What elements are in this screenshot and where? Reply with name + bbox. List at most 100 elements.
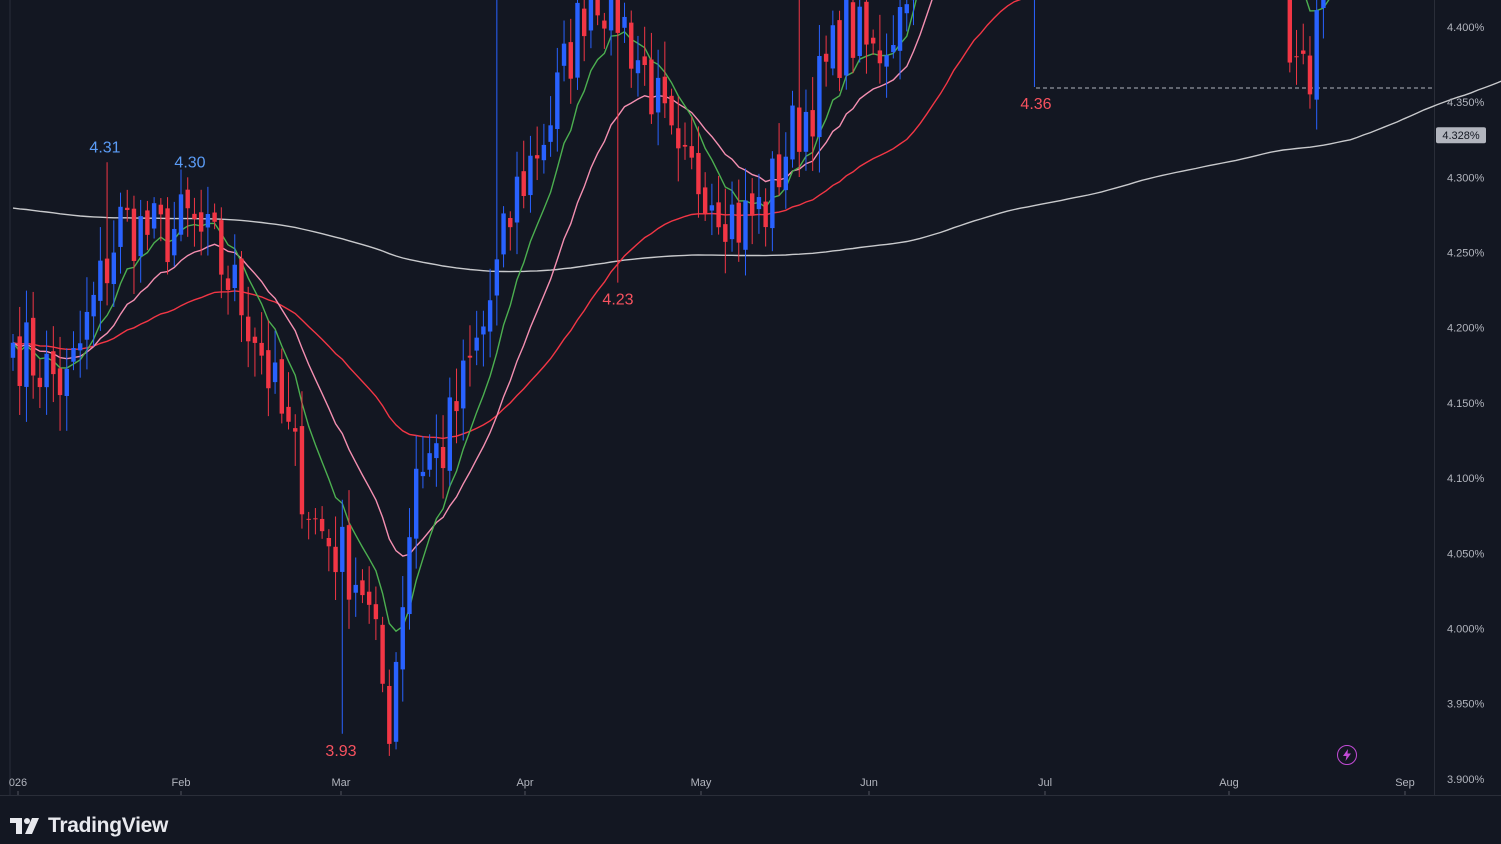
candle-body [1321, 0, 1326, 8]
grid [0, 0, 1501, 796]
y-tick-label: 4.150% [1447, 398, 1485, 410]
candle-body [763, 201, 768, 228]
candle-body [521, 171, 526, 197]
candle-body [844, 0, 849, 76]
candle-body [434, 443, 439, 459]
candle-body [494, 259, 500, 296]
candle-body [1294, 56, 1299, 58]
candle-body [481, 326, 486, 335]
candle-body [1301, 50, 1306, 54]
candle-body [669, 95, 674, 126]
candle-body [622, 16, 627, 28]
price-badges: US10Y4.736%4.695%4.669%4.582%4.328% [1436, 127, 1486, 144]
candle-body [568, 42, 573, 79]
candles [10, 0, 1326, 756]
candle-body [528, 155, 533, 196]
x-axis[interactable]: 026 Feb Mar Apr May Jun Jul Aug Sep [9, 777, 1415, 795]
candle-body [151, 203, 157, 229]
ma-60-line [12, 0, 1022, 440]
y-tick-label: 4.250% [1447, 248, 1485, 260]
candle-body [64, 368, 69, 396]
candle-body [138, 216, 143, 257]
candle-body [642, 56, 647, 66]
candle-body [508, 218, 513, 228]
candle-body [790, 105, 795, 160]
candle-body [534, 155, 540, 159]
candle-body [870, 37, 876, 44]
candle-body [655, 77, 661, 113]
candle-body [797, 107, 802, 152]
tradingview-logo-icon [10, 818, 39, 834]
candle-body [548, 125, 553, 142]
y-tick-label: 4.200% [1447, 323, 1485, 335]
candle-body [333, 546, 338, 573]
candle-body [319, 518, 325, 532]
candle-body [776, 154, 782, 188]
tradingview-logo[interactable]: TradingView [10, 812, 168, 840]
y-axis[interactable]: 3.850%3.900%3.950%4.000%4.050%4.100%4.15… [1447, 0, 1485, 844]
candle-body [165, 208, 170, 263]
candle-body [125, 207, 130, 211]
candle-body [400, 607, 405, 670]
candle-body [447, 397, 452, 471]
candle-body [37, 377, 43, 388]
candle-body [118, 206, 123, 247]
annotation-label: 4.36 [1020, 96, 1051, 113]
candle-body [272, 362, 278, 383]
x-tick-label: Feb [172, 777, 191, 789]
candle-body [635, 60, 641, 74]
ma-200-line [12, 80, 1501, 273]
candle-body [575, 2, 580, 78]
candle-body [192, 213, 197, 220]
annotation-label: 4.31 [89, 139, 120, 156]
candle-body [877, 50, 883, 64]
candle-body [98, 260, 103, 301]
x-tick-label: Jul [1038, 777, 1052, 789]
x-tick-label: May [691, 777, 712, 789]
candle-body [178, 194, 184, 235]
candle-body [293, 428, 298, 432]
candle-body [306, 518, 311, 520]
candle-body [91, 294, 96, 317]
candle-body [729, 204, 735, 240]
candle-body [750, 193, 755, 216]
ma-value-badge-bg [1436, 127, 1486, 144]
candle-body [1287, 0, 1292, 63]
candle-body [17, 336, 22, 386]
candle-body [353, 584, 358, 593]
candle-body [172, 228, 177, 256]
candle-body [30, 317, 36, 376]
candle-body [340, 526, 345, 572]
y-tick-label: 4.300% [1447, 172, 1485, 184]
candle-body [501, 213, 506, 255]
annotation-label: 3.93 [325, 743, 356, 760]
candle-body [649, 59, 654, 115]
candle-body [830, 25, 836, 69]
x-tick-label: Jun [860, 777, 878, 789]
candle-body [212, 212, 217, 222]
y-tick-label: 4.350% [1447, 97, 1485, 109]
candle-body [857, 6, 862, 56]
candle-body [756, 197, 762, 210]
candle-body [716, 202, 721, 228]
candle-body [219, 220, 224, 275]
y-tick-label: 3.900% [1447, 774, 1485, 786]
candle-body [266, 350, 271, 389]
candle-body [420, 471, 426, 477]
y-tick-label: 3.950% [1447, 699, 1485, 711]
candle-body [360, 580, 365, 596]
candle-body [299, 426, 305, 515]
candle-body [84, 311, 90, 340]
candle-body [145, 210, 150, 235]
annotation-label: 4.30 [174, 154, 205, 171]
candle-body [736, 202, 741, 243]
candle-body [326, 538, 332, 547]
x-tick-label: Mar [332, 777, 351, 789]
candle-body [709, 205, 715, 211]
candle-body [904, 4, 909, 14]
price-annotations: 4.314.303.934.484.234.694.584.364.75 [89, 96, 1051, 760]
lightning-icon[interactable] [1337, 745, 1357, 765]
candle-body [474, 337, 479, 351]
candle-body [461, 360, 466, 409]
